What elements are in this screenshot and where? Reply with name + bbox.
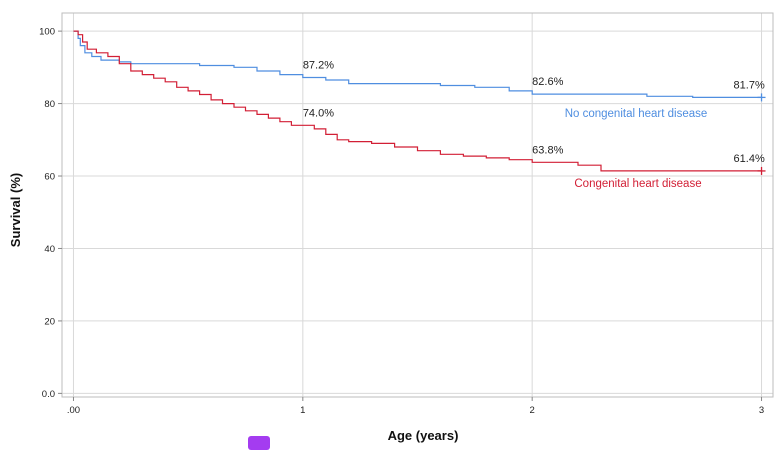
- annotation-0-1: 82.6%: [532, 76, 563, 88]
- annotation-1-0: 74.0%: [303, 107, 334, 119]
- x-tick-label: 3: [759, 405, 764, 416]
- highlight-marker: [248, 436, 270, 450]
- x-tick-label: 1: [300, 405, 305, 416]
- grid: [62, 13, 773, 397]
- x-tick-label: 2: [530, 405, 535, 416]
- y-tick-label: 20: [44, 316, 55, 327]
- series-line-1: [73, 30, 762, 172]
- plot-frame: [61, 12, 774, 398]
- x-tick-label: .00: [67, 405, 80, 416]
- x-axis-ticks: .00 1 2 3: [67, 397, 764, 416]
- y-tick-label: 0.0: [42, 389, 55, 400]
- y-axis-title: Survival (%): [8, 173, 23, 247]
- annotation-0-2: 81.7%: [734, 79, 765, 91]
- legend-label-1: Congenital heart disease: [574, 178, 701, 190]
- y-tick-label: 100: [39, 27, 55, 38]
- annotation-1-1: 63.8%: [532, 144, 563, 156]
- y-tick-label: 40: [44, 244, 55, 255]
- series-lines: [73, 30, 766, 175]
- legend: No congenital heart disease Congenital he…: [565, 108, 708, 190]
- y-tick-label: 60: [44, 172, 55, 183]
- legend-label-0: No congenital heart disease: [565, 108, 708, 120]
- annotation-1-2: 61.4%: [734, 153, 765, 165]
- series-line-0: [73, 30, 762, 98]
- x-axis-title: Age (years): [388, 428, 459, 443]
- y-axis-ticks: 0.0 20 40 60 80 100: [39, 27, 62, 400]
- annotation-0-0: 87.2%: [303, 59, 334, 71]
- annotations: 87.2% 82.6% 81.7% 74.0% 63.8% 61.4%: [303, 59, 765, 164]
- y-tick-label: 80: [44, 99, 55, 110]
